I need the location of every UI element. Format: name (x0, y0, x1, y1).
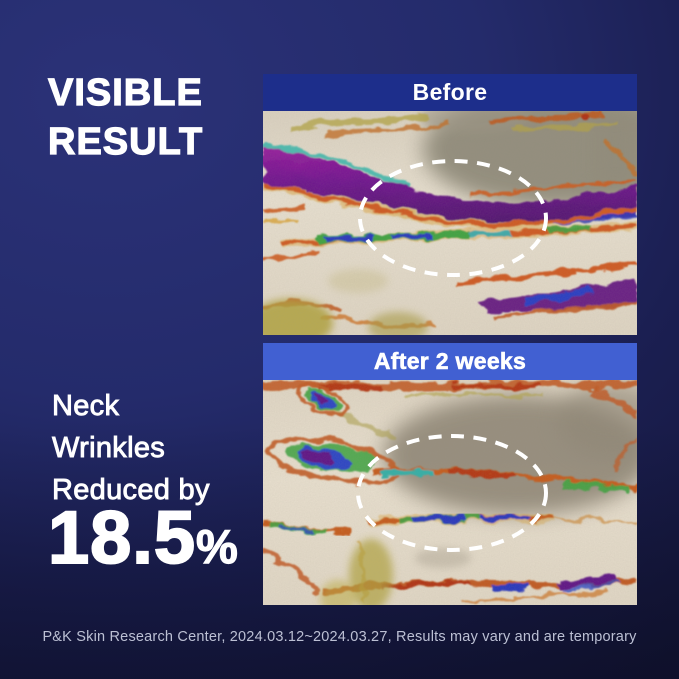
result-value: 18.5% (47, 500, 239, 584)
headline: VISIBLE RESULT (47, 69, 204, 167)
after-thermal-svg (263, 380, 637, 605)
before-panel: Before (263, 74, 637, 335)
result-caption-line1: Neck (52, 390, 120, 423)
after-highlight-ellipse (356, 434, 548, 552)
before-highlight-ellipse (358, 159, 548, 277)
result-caption-line2: Wrinkles (52, 432, 166, 465)
result-percent-sign: % (195, 519, 239, 573)
before-thermal-image (263, 111, 637, 335)
headline-line2: RESULT (47, 120, 204, 163)
disclaimer-text: P&K Skin Research Center, 2024.03.12~202… (42, 629, 637, 645)
result-caption-line3: Reduced by (52, 474, 210, 507)
after-label: After 2 weeks (373, 348, 527, 375)
headline-line1: VISIBLE (47, 71, 203, 114)
result-number: 18.5 (47, 496, 197, 579)
after-thermal-image (263, 380, 637, 605)
before-label: Before (412, 79, 488, 105)
after-header: After 2 weeks (263, 343, 637, 380)
result-caption: Neck Wrinkles Reduced by (52, 385, 210, 511)
before-thermal-svg (263, 111, 637, 335)
before-header: Before (263, 74, 637, 111)
after-panel: After 2 weeks (263, 343, 637, 605)
